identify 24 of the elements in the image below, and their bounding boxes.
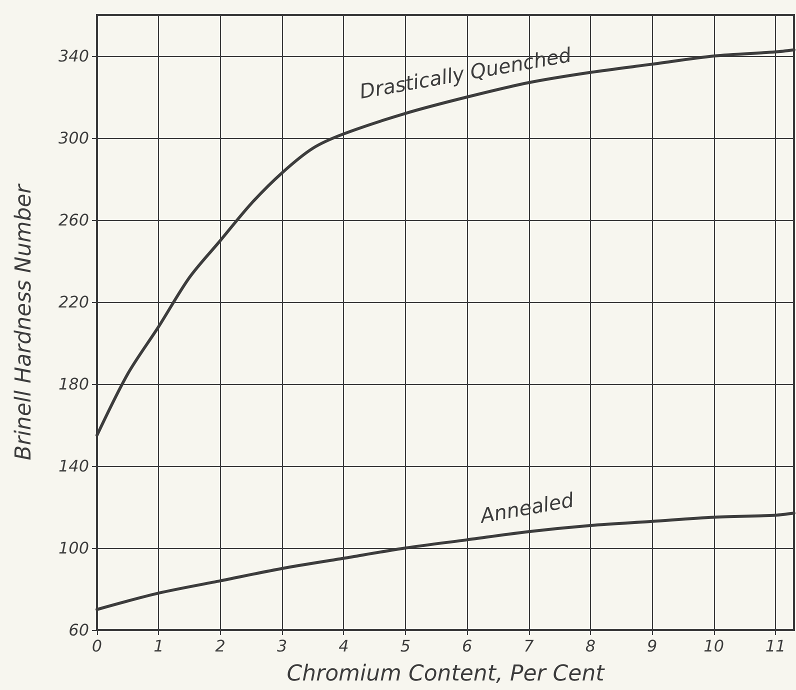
y-tick-label: 220 [58, 292, 89, 312]
x-tick-label: 1 [154, 636, 164, 656]
y-tick-label: 300 [58, 128, 89, 148]
x-axis-title: Chromium Content, Per Cent [286, 662, 606, 686]
text: Drastically Quenched [358, 42, 574, 104]
y-tick-label: 140 [58, 456, 89, 476]
x-tick-label: 10 [704, 636, 724, 656]
x-tick-label: 5 [400, 636, 410, 656]
x-tick-label: 9 [647, 636, 658, 656]
x-tick-label: 3 [276, 636, 288, 656]
y-tick-label: 260 [58, 210, 89, 230]
x-tick-label: 6 [462, 636, 472, 656]
x-tick-label: 7 [524, 636, 535, 656]
x-tick-label: 8 [585, 636, 596, 656]
text: Annealed [476, 488, 576, 528]
y-tick-label: 100 [58, 538, 89, 558]
y-tick-label: 180 [58, 374, 89, 394]
y-tick-label: 60 [68, 620, 89, 640]
y-axis-title: Brinell Hardness Number [12, 182, 36, 460]
x-tick-label: 0 [92, 636, 102, 656]
x-tick-label: 11 [765, 636, 786, 656]
y-tick-label: 340 [58, 46, 89, 66]
x-tick-label: 2 [215, 636, 226, 656]
x-tick-label: 4 [338, 636, 349, 656]
